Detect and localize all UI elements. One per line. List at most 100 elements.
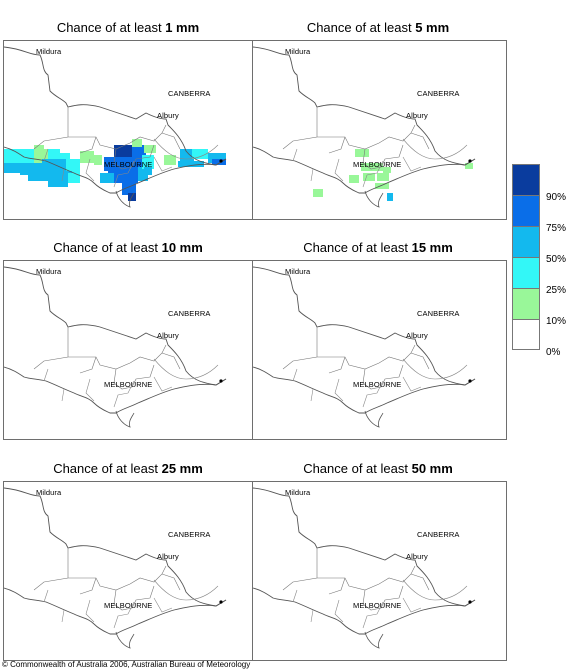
panel-title-5mm: Chance of at least 5 mm bbox=[253, 20, 503, 35]
panel-title-10mm: Chance of at least 10 mm bbox=[3, 240, 253, 255]
victoria-map bbox=[253, 266, 476, 428]
map-panel-15mm: Mildura CANBERRA Albury MELBOURNE bbox=[252, 260, 507, 440]
victoria-map bbox=[253, 487, 476, 649]
map-panel-10mm: Mildura CANBERRA Albury MELBOURNE bbox=[3, 260, 258, 440]
rain-probability-cell bbox=[142, 155, 154, 169]
rain-probability-cell bbox=[144, 145, 156, 153]
rain-probability-cell bbox=[4, 149, 22, 163]
legend-swatch-25 bbox=[512, 257, 540, 288]
title-prefix: Chance of at least bbox=[306, 20, 416, 35]
label-albury: Albury bbox=[157, 331, 179, 340]
label-mildura: Mildura bbox=[36, 47, 62, 56]
legend-label-25: 25% bbox=[546, 285, 567, 296]
rain-probability-cell bbox=[387, 193, 393, 201]
legend-label-10: 10% bbox=[546, 316, 567, 327]
rain-probability-cell bbox=[361, 163, 373, 171]
rain-probability-cell bbox=[94, 155, 102, 165]
rain-probability-cell bbox=[377, 173, 389, 181]
map-panel-5mm: Mildura CANBERRA Albury MELBOURNE bbox=[252, 40, 507, 220]
rain-probability-cell bbox=[132, 145, 146, 155]
map-panel-25mm: Mildura CANBERRA Albury MELBOURNE bbox=[3, 481, 258, 661]
title-amount: 25 mm bbox=[161, 461, 203, 476]
map-panel-50mm: Mildura CANBERRA Albury MELBOURNE bbox=[252, 481, 507, 661]
label-albury: Albury bbox=[406, 331, 428, 340]
legend-swatch-0 bbox=[512, 319, 540, 350]
victoria-map bbox=[4, 266, 227, 428]
panel-title-1mm: Chance of at least 1 mm bbox=[3, 20, 253, 35]
rain-probability-cell bbox=[4, 163, 20, 173]
rain-probability-cell bbox=[355, 149, 369, 157]
label-canberra: CANBERRA bbox=[417, 89, 460, 98]
label-albury: Albury bbox=[157, 111, 179, 120]
label-albury: Albury bbox=[157, 552, 179, 561]
rain-probability-cell bbox=[132, 139, 142, 147]
title-amount: 15 mm bbox=[411, 240, 453, 255]
rain-probability-cell bbox=[114, 145, 132, 157]
rain-probability-cell bbox=[383, 167, 391, 173]
title-prefix: Chance of at least bbox=[303, 461, 412, 476]
rain-probability-cell bbox=[373, 163, 383, 171]
title-amount: 1 mm bbox=[165, 20, 200, 35]
victoria-map bbox=[253, 46, 476, 208]
title-prefix: Chance of at least bbox=[53, 461, 162, 476]
title-amount: 10 mm bbox=[161, 240, 203, 255]
copyright-notice: © Commonwealth of Australia 2006, Austra… bbox=[2, 660, 251, 669]
rain-probability-cell bbox=[108, 169, 138, 183]
rain-probability-cell bbox=[100, 173, 114, 183]
panel-title-15mm: Chance of at least 15 mm bbox=[253, 240, 503, 255]
rain-probability-cell bbox=[180, 149, 194, 161]
label-canberra: CANBERRA bbox=[417, 309, 460, 318]
title-amount: 50 mm bbox=[411, 461, 453, 476]
rain-probability-cell bbox=[144, 167, 152, 175]
legend-label-50: 50% bbox=[546, 254, 567, 265]
label-albury: Albury bbox=[406, 552, 428, 561]
label-melbourne: MELBOURNE bbox=[353, 380, 402, 389]
rain-probability-cell bbox=[34, 145, 44, 151]
label-melbourne: MELBOURNE bbox=[104, 160, 153, 169]
rain-probability-cell bbox=[375, 183, 389, 189]
rain-probability-cell bbox=[68, 173, 80, 183]
label-canberra: CANBERRA bbox=[168, 309, 211, 318]
rain-probability-cell bbox=[208, 153, 226, 163]
rain-probability-cell bbox=[363, 173, 375, 181]
legend-swatch-75 bbox=[512, 195, 540, 226]
legend-swatch-10 bbox=[512, 288, 540, 319]
label-mildura: Mildura bbox=[285, 267, 311, 276]
rain-probability-cell bbox=[465, 163, 473, 169]
label-canberra: CANBERRA bbox=[168, 89, 211, 98]
rain-probability-cell bbox=[212, 159, 226, 165]
label-canberra: CANBERRA bbox=[168, 530, 211, 539]
map-panel-1mm: Mildura CANBERRA Albury MELBOURNE bbox=[3, 40, 258, 220]
rain-probability-cell bbox=[349, 175, 359, 183]
rain-probability-cell bbox=[122, 183, 136, 195]
rain-probability-cell bbox=[178, 161, 204, 167]
label-mildura: Mildura bbox=[36, 267, 62, 276]
legend-label-90: 90% bbox=[546, 192, 567, 203]
rain-probability-cell bbox=[164, 155, 176, 165]
label-albury: Albury bbox=[406, 111, 428, 120]
legend-label-75: 75% bbox=[546, 223, 567, 234]
rain-probability-cell bbox=[80, 151, 94, 163]
title-amount: 5 mm bbox=[415, 20, 450, 35]
probability-legend bbox=[512, 164, 540, 350]
label-mildura: Mildura bbox=[36, 488, 62, 497]
rain-probability-cell bbox=[60, 153, 70, 163]
label-canberra: CANBERRA bbox=[417, 530, 460, 539]
legend-label-0: 0% bbox=[546, 347, 561, 358]
label-mildura: Mildura bbox=[285, 488, 311, 497]
title-prefix: Chance of at least bbox=[56, 20, 166, 35]
label-melbourne: MELBOURNE bbox=[353, 160, 402, 169]
rain-probability-cell bbox=[48, 175, 68, 187]
label-mildura: Mildura bbox=[285, 47, 311, 56]
legend-swatch-50 bbox=[512, 226, 540, 257]
label-melbourne: MELBOURNE bbox=[104, 601, 153, 610]
rain-probability-cell bbox=[192, 149, 208, 159]
label-melbourne: MELBOURNE bbox=[353, 601, 402, 610]
title-prefix: Chance of at least bbox=[53, 240, 162, 255]
rain-probability-cell bbox=[313, 189, 323, 197]
panel-title-50mm: Chance of at least 50 mm bbox=[253, 461, 503, 476]
label-melbourne: MELBOURNE bbox=[104, 380, 153, 389]
victoria-map bbox=[4, 46, 227, 208]
title-prefix: Chance of at least bbox=[303, 240, 412, 255]
legend-swatch-90 bbox=[512, 164, 540, 195]
